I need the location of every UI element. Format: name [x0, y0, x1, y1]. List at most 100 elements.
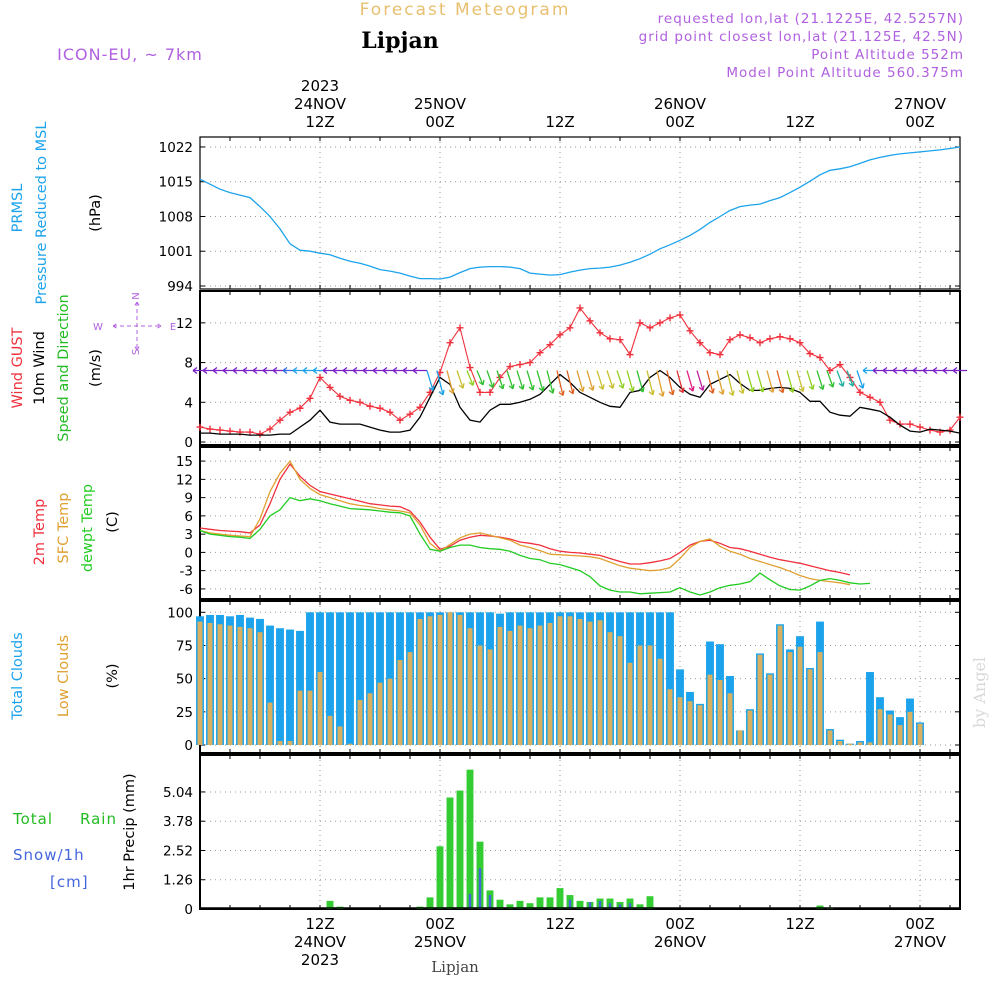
total-cloud-bar	[286, 629, 294, 745]
low-cloud-bar	[677, 697, 683, 745]
gust-marker	[526, 359, 534, 367]
gust-marker	[346, 396, 354, 404]
pressure-unit: (hPa)	[88, 194, 104, 231]
snow-bar	[608, 903, 612, 909]
low-cloud-bar	[447, 612, 453, 745]
low-cloud-bar	[697, 705, 703, 745]
top-time-label: 00Z	[425, 113, 454, 131]
top-time-label: 25NOV	[414, 95, 467, 113]
low-cloud-bar	[777, 625, 783, 745]
low-cloud-bar	[577, 618, 583, 745]
ytick-label: 0	[184, 738, 193, 754]
low-cloud-bar	[707, 674, 713, 745]
low-cloud-bar	[527, 628, 533, 745]
low-cloud-bar	[827, 730, 833, 745]
temp-2m-label: 2m Temp	[32, 499, 48, 566]
panel-frame	[199, 136, 961, 290]
top-time-label: 2023	[301, 77, 339, 95]
wind-direction-arrow	[496, 370, 505, 390]
wind-direction-arrow	[686, 370, 695, 392]
wind-direction-arrow	[856, 370, 865, 389]
low-cloud-bar	[197, 621, 203, 745]
ytick-label: 3	[184, 527, 193, 543]
ytick-label: 3.78	[163, 814, 193, 830]
wind-direction-arrow	[796, 370, 805, 393]
info-line-model-altitude: Model Point Altitude 560.375m	[726, 65, 964, 81]
gust-marker	[796, 339, 804, 347]
snow-unit-label: [cm]	[50, 873, 89, 891]
dewpoint-line	[199, 496, 871, 596]
bottom-time-label: 00Z	[665, 915, 694, 933]
gust-marker	[696, 339, 704, 347]
low-cloud-bar	[267, 702, 273, 745]
wind-direction-arrow	[676, 370, 685, 394]
ytick-label: 15	[176, 454, 193, 470]
rain-bar	[516, 900, 524, 909]
gust-marker	[516, 361, 524, 369]
rain-bar	[646, 896, 654, 909]
rain-bar	[636, 904, 644, 909]
info-line-gridpoint: grid point closest lon,lat (21.125E, 42.…	[639, 29, 964, 45]
wind-direction-arrow	[476, 370, 485, 386]
low-cloud-bar	[227, 625, 233, 745]
clouds-unit: (%)	[105, 663, 121, 688]
gust-marker	[416, 403, 424, 411]
low-cloud-bar	[637, 645, 643, 745]
wind-direction-arrow	[446, 370, 455, 394]
gust-marker	[736, 331, 744, 339]
ytick-label: 0	[184, 902, 193, 918]
gust-marker	[476, 388, 484, 396]
rain-bar	[576, 900, 584, 909]
wind-direction-arrow	[412, 366, 427, 375]
total-clouds-label: Total Clouds	[10, 632, 26, 720]
wind-direction-arrow	[952, 366, 967, 375]
low-cloud-bar	[727, 693, 733, 745]
total-cloud-bar	[376, 612, 384, 745]
low-cloud-bar	[217, 624, 223, 745]
gust-marker	[556, 331, 564, 339]
gust-marker	[286, 408, 294, 416]
footer-location: Lipjan	[431, 958, 479, 976]
bottom-time-label: 12Z	[785, 915, 814, 933]
ytick-label: 50	[176, 672, 193, 688]
top-time-label: 12Z	[305, 113, 334, 131]
panel-wind: 0 4 8 12	[176, 290, 961, 451]
direction-label: Speed and Direction	[56, 294, 72, 441]
pressure-line	[199, 146, 961, 280]
total-cloud-bar	[306, 612, 314, 745]
total-cloud-bar	[276, 628, 284, 745]
gust-marker	[956, 413, 964, 421]
ytick-label: 1.26	[163, 873, 193, 889]
precip-ylabel: 1hr Precip (mm)	[122, 773, 138, 890]
wind-direction-arrow	[786, 370, 795, 393]
low-cloud-bar	[907, 711, 913, 745]
top-time-label: 00Z	[665, 113, 694, 131]
gust-marker	[706, 349, 714, 357]
snow-bar	[478, 868, 482, 909]
snow-label: Snow/1h	[13, 846, 85, 864]
low-cloud-bar	[437, 614, 443, 745]
gust-marker	[546, 341, 554, 349]
gust-marker	[606, 335, 614, 343]
top-time-label: 00Z	[905, 113, 934, 131]
snow-bar	[598, 900, 602, 909]
wind-direction-arrow	[566, 370, 575, 395]
wind-direction-arrow	[536, 370, 545, 392]
gust-marker	[896, 420, 904, 428]
bottom-time-label: 12Z	[545, 915, 574, 933]
total-cloud-bar	[266, 625, 274, 745]
gust-marker	[356, 398, 364, 406]
bottom-time-label: 26NOV	[654, 933, 707, 951]
low-cloud-bar	[207, 622, 213, 745]
top-time-label: 26NOV	[654, 95, 707, 113]
wind-direction-arrow	[706, 370, 715, 394]
panel-frame	[199, 446, 961, 600]
wind-direction-arrow	[666, 370, 675, 396]
low-cloud-bar	[667, 689, 673, 745]
gust-marker	[326, 383, 334, 391]
low-cloud-bar	[287, 741, 293, 745]
ytick-label: 4	[184, 395, 193, 411]
gust-marker	[866, 393, 874, 401]
